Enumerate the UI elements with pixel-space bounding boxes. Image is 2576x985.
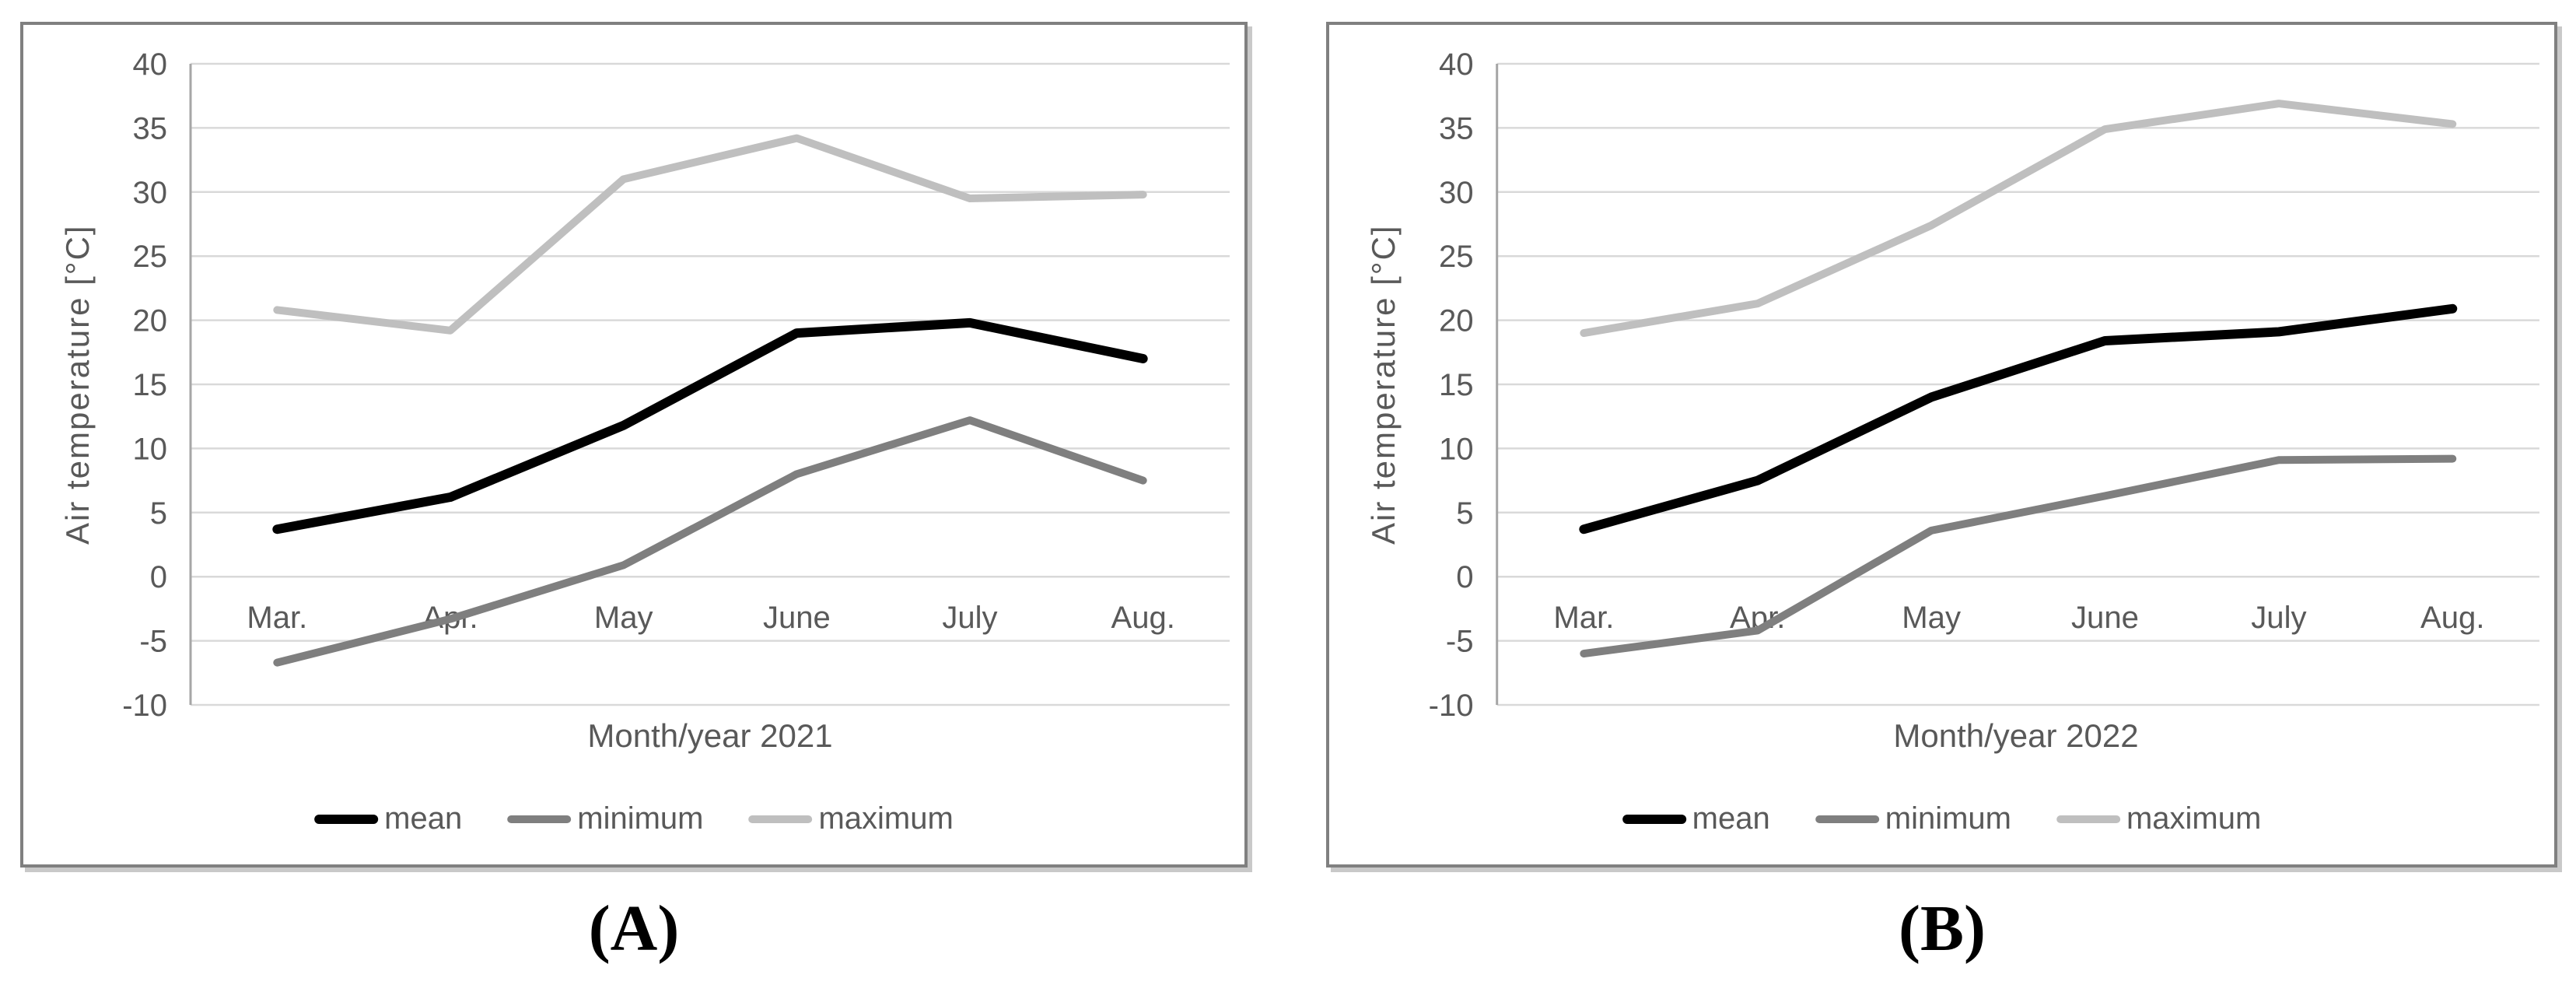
x-tick-label: July — [2251, 601, 2306, 635]
series-line-maximum — [273, 134, 1147, 335]
y-tick-label: -10 — [1429, 689, 1474, 723]
y-tick-label: 35 — [133, 111, 168, 145]
y-axis-title: Air temperature [°C] — [1365, 224, 1402, 545]
legend-label: maximum — [818, 801, 954, 836]
series-line-mean — [272, 317, 1148, 535]
legend-item-maximum: maximum — [748, 801, 954, 836]
legend-marker-mean — [1622, 814, 1686, 824]
chart-legend: mean minimum maximum — [314, 801, 954, 836]
legend-label: mean — [1692, 801, 1770, 836]
y-tick-label: -5 — [1446, 625, 1474, 659]
y-tick-label: -10 — [122, 689, 167, 723]
legend-marker-minimum — [1815, 815, 1879, 823]
y-tick-label: 15 — [1439, 368, 1474, 402]
x-axis-title: Month/year 2022 — [1893, 717, 2139, 754]
chart-panel-b: 40 35 30 25 20 15 10 5 0 -5 -10 Mar. Apr. May June July… — [1326, 22, 2557, 868]
legend-label: maximum — [2126, 801, 2262, 836]
x-tick-label: Mar. — [1553, 601, 1614, 635]
x-axis-title: Month/year 2021 — [587, 717, 833, 754]
legend-label: minimum — [577, 801, 704, 836]
legend-item-mean: mean — [314, 801, 462, 836]
legend-label: minimum — [1885, 801, 2011, 836]
y-tick-label: 30 — [1439, 176, 1474, 210]
y-tick-label: 0 — [1456, 560, 1473, 594]
x-tick-label: Aug. — [1111, 601, 1175, 635]
y-tick-label: 5 — [150, 496, 167, 531]
series-line-minimum — [273, 416, 1147, 667]
x-tick-label: May — [1902, 601, 1961, 635]
x-tick-label: Aug. — [2420, 601, 2485, 635]
y-tick-label: 20 — [133, 304, 168, 338]
y-tick-label: 25 — [133, 240, 168, 274]
legend-item-maximum: maximum — [2056, 801, 2261, 836]
chart-legend: mean minimum maximum — [1622, 801, 2261, 836]
y-tick-label: 10 — [1439, 432, 1474, 466]
x-tick-label: June — [763, 601, 831, 635]
x-tick-label: June — [2071, 601, 2139, 635]
legend-label: mean — [384, 801, 463, 836]
y-tick-label: 15 — [133, 368, 168, 402]
legend-marker-mean — [314, 814, 379, 824]
legend-marker-maximum — [2056, 815, 2120, 823]
series-line-minimum — [1580, 454, 2457, 658]
y-axis-title: Air temperature [°C] — [59, 224, 96, 545]
y-tick-label: 35 — [1439, 111, 1474, 145]
x-tick-label: May — [594, 601, 653, 635]
series-line-maximum — [1580, 100, 2457, 338]
panel-caption-b: (B) — [1899, 892, 1986, 965]
y-tick-label: 30 — [133, 176, 168, 210]
y-tick-label: 40 — [133, 47, 168, 82]
legend-item-minimum: minimum — [1815, 801, 2011, 836]
y-tick-label: 25 — [1439, 240, 1474, 274]
series-line-mean — [1579, 303, 2458, 535]
legend-marker-minimum — [507, 815, 572, 823]
legend-marker-maximum — [748, 815, 813, 823]
panel-caption-a: (A) — [588, 892, 680, 965]
y-tick-label: 5 — [1456, 496, 1473, 531]
x-tick-label: July — [942, 601, 997, 635]
y-tick-label: 40 — [1439, 47, 1474, 82]
legend-item-mean: mean — [1622, 801, 1770, 836]
y-tick-label: 20 — [1439, 304, 1474, 338]
y-tick-label: 10 — [133, 432, 168, 466]
legend-item-minimum: minimum — [507, 801, 703, 836]
y-tick-label: -5 — [139, 625, 167, 659]
chart-panel-a: 40 35 30 25 20 15 10 5 0 -5 -10 Mar. Apr. May June July… — [20, 22, 1248, 868]
x-tick-label: Mar. — [247, 601, 307, 635]
y-tick-label: 0 — [150, 560, 167, 594]
